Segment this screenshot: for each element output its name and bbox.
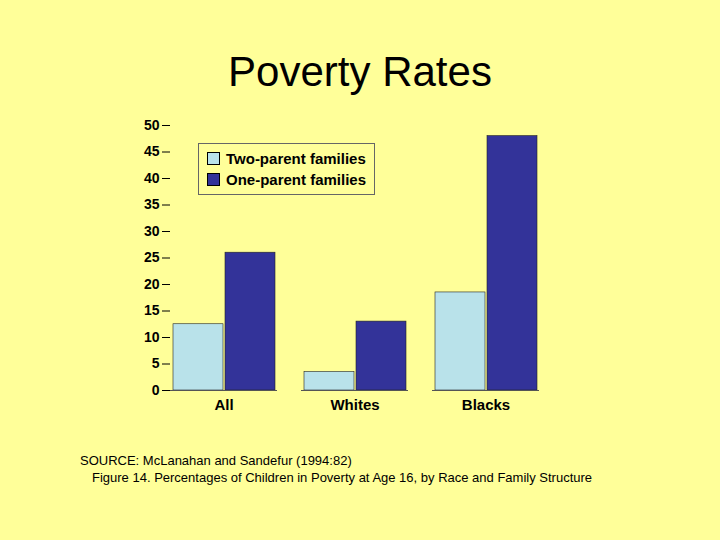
svg-text:20: 20	[144, 276, 160, 292]
svg-text:40: 40	[144, 170, 160, 186]
svg-text:Blacks: Blacks	[462, 396, 510, 413]
svg-text:10: 10	[144, 329, 160, 345]
svg-text:35: 35	[144, 196, 160, 212]
svg-text:All: All	[214, 396, 233, 413]
html-text:Poverty Rates: Poverty Rates	[228, 48, 492, 95]
html-text:One-parent families: One-parent families	[226, 171, 366, 188]
svg-text:5: 5	[152, 355, 160, 371]
svg-text:50: 50	[144, 117, 160, 133]
svg-text:30: 30	[144, 223, 160, 239]
html-text:Two-parent families: Two-parent families	[226, 150, 366, 167]
svg-text:0: 0	[152, 382, 160, 398]
html-text:SOURCE: McLanahan and Sandefur: SOURCE: McLanahan and Sandefur (1994:82)	[80, 453, 352, 468]
svg-text:45: 45	[144, 143, 160, 159]
svg-text:Whites: Whites	[330, 396, 379, 413]
svg-text:15: 15	[144, 302, 160, 318]
html-text:Figure 14. Percentages of Chil: Figure 14. Percentages of Children in Po…	[92, 470, 592, 485]
svg-text:25: 25	[144, 249, 160, 265]
